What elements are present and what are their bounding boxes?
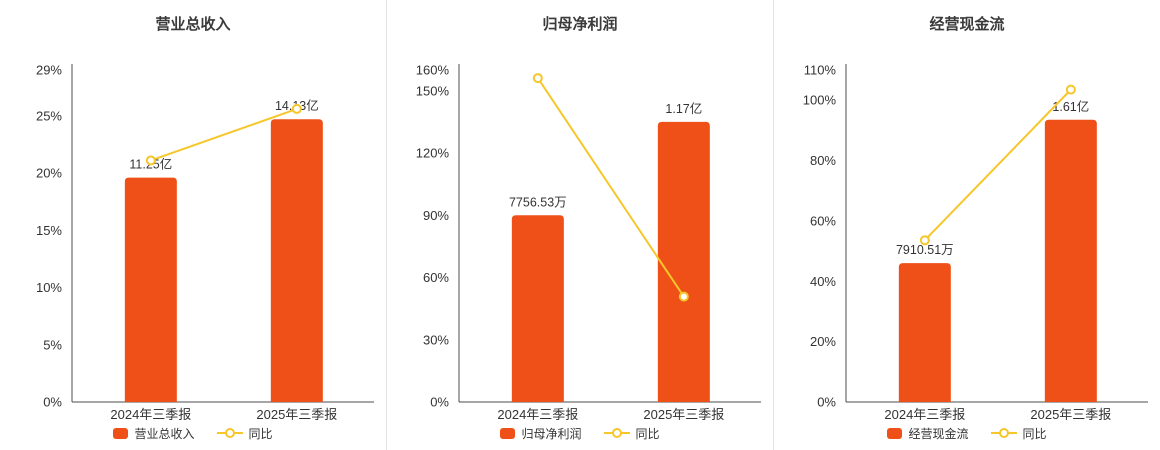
y-tick-label: 20% (36, 166, 62, 181)
y-tick-label: 25% (36, 108, 62, 123)
legend-item-revenue-bar[interactable]: 营业总收入 (113, 425, 195, 442)
legend-net-profit: 归母净利润 同比 (387, 420, 773, 450)
bar-swatch-icon (113, 427, 129, 439)
bar-value-label: 1.17亿 (665, 101, 702, 116)
y-tick-label: 150% (416, 83, 450, 98)
x-category-label: 2024年三季报 (884, 407, 965, 420)
legend-label: 同比 (248, 426, 273, 441)
bar[interactable] (1044, 119, 1097, 403)
chart-canvas-cash-flow: 0% 20% 40% 60% 80% 100% 110% 7910.51万 1.61亿 2024年… (803, 63, 1148, 420)
yoy-trend-line (537, 77, 685, 298)
y-tick-label: 29% (36, 63, 62, 78)
y-tick-label: 30% (423, 332, 449, 347)
bar[interactable] (270, 119, 323, 402)
line-marker-icon (990, 428, 1017, 438)
y-tick-label: 60% (810, 213, 836, 228)
bar-swatch-icon (887, 427, 903, 439)
y-tick-label: 20% (810, 334, 836, 349)
legend-cash-flow: 经营现金流 同比 (774, 420, 1160, 450)
bar-value-label: 1.61亿 (1052, 99, 1089, 114)
y-tick-label: 120% (416, 146, 450, 161)
y-tick-label: 160% (416, 63, 450, 78)
y-tick-label: 60% (423, 270, 449, 285)
x-category-label: 2024年三季报 (110, 407, 191, 420)
y-tick-label: 5% (43, 337, 62, 352)
legend-item-net-profit-yoy[interactable]: 同比 (603, 425, 660, 442)
legend-item-cash-flow-bar[interactable]: 经营现金流 (887, 425, 969, 442)
yoy-point-marker[interactable] (678, 291, 689, 302)
chart-canvas-net-profit: 0% 30% 60% 90% 120% 150% 160% 7756.53万 1.17亿 2024… (416, 63, 761, 420)
y-tick-label: 10% (36, 280, 62, 295)
yoy-point-marker[interactable] (919, 235, 930, 246)
y-tick-label: 0% (43, 395, 62, 410)
chart-title-revenue: 营业总收入 (155, 16, 231, 33)
chart-canvas-revenue: 0%5%10%15%20%25%29%11.25亿14.13亿2024年三季报2… (36, 63, 374, 420)
y-tick-label: 90% (423, 208, 449, 223)
bar-value-label: 7756.53万 (509, 195, 567, 209)
x-category-label: 2024年三季报 (497, 407, 578, 420)
legend-item-cash-flow-yoy[interactable]: 同比 (990, 425, 1047, 442)
legend-label: 归母净利润 (521, 426, 582, 441)
bar-value-label: 7910.51万 (896, 243, 954, 257)
y-tick-label: 110% (804, 63, 837, 78)
yoy-trend-line (150, 107, 298, 162)
chart-panel-net-profit: 归母净利润 0% 30% 60% 90% 120% 150% 160% 7756.53万 1.1… (386, 0, 773, 450)
chart-title-net-profit: 归母净利润 (542, 16, 618, 33)
y-tick-label: 40% (810, 274, 836, 289)
yoy-point-marker[interactable] (291, 103, 302, 114)
line-marker-icon (216, 428, 243, 438)
legend-label: 营业总收入 (134, 426, 195, 441)
yoy-point-marker[interactable] (1065, 84, 1076, 95)
bar[interactable] (898, 263, 951, 402)
bar-swatch-icon (500, 427, 516, 439)
x-category-label: 2025年三季报 (256, 407, 337, 420)
yoy-point-marker[interactable] (532, 73, 543, 84)
y-tick-label: 0% (430, 395, 449, 410)
line-marker-icon (603, 428, 630, 438)
bar[interactable] (124, 177, 177, 402)
legend-revenue: 营业总收入 同比 (0, 420, 386, 450)
yoy-trend-line (924, 88, 1072, 241)
y-tick-label: 80% (810, 153, 836, 168)
chart-title-cash-flow: 经营现金流 (929, 16, 1005, 33)
legend-item-revenue-yoy[interactable]: 同比 (216, 425, 273, 442)
yoy-point-marker[interactable] (145, 155, 156, 166)
legend-label: 同比 (635, 426, 660, 441)
x-category-label: 2025年三季报 (1030, 407, 1111, 420)
bar[interactable] (511, 215, 564, 402)
y-tick-label: 100% (803, 93, 837, 108)
legend-item-net-profit-bar[interactable]: 归母净利润 (500, 425, 582, 442)
chart-panel-cash-flow: 经营现金流 0% 20% 40% 60% 80% 100% 110% 7910.51万 1.61… (773, 0, 1160, 450)
legend-label: 经营现金流 (908, 426, 969, 441)
legend-label: 同比 (1022, 426, 1047, 441)
y-tick-label: 0% (817, 395, 836, 410)
chart-panel-revenue: 营业总收入 0%5%10%15%20%25%29%11.25亿14.13亿202… (0, 0, 386, 450)
y-tick-label: 15% (36, 223, 62, 238)
bar[interactable] (657, 121, 710, 402)
x-category-label: 2025年三季报 (643, 407, 724, 420)
